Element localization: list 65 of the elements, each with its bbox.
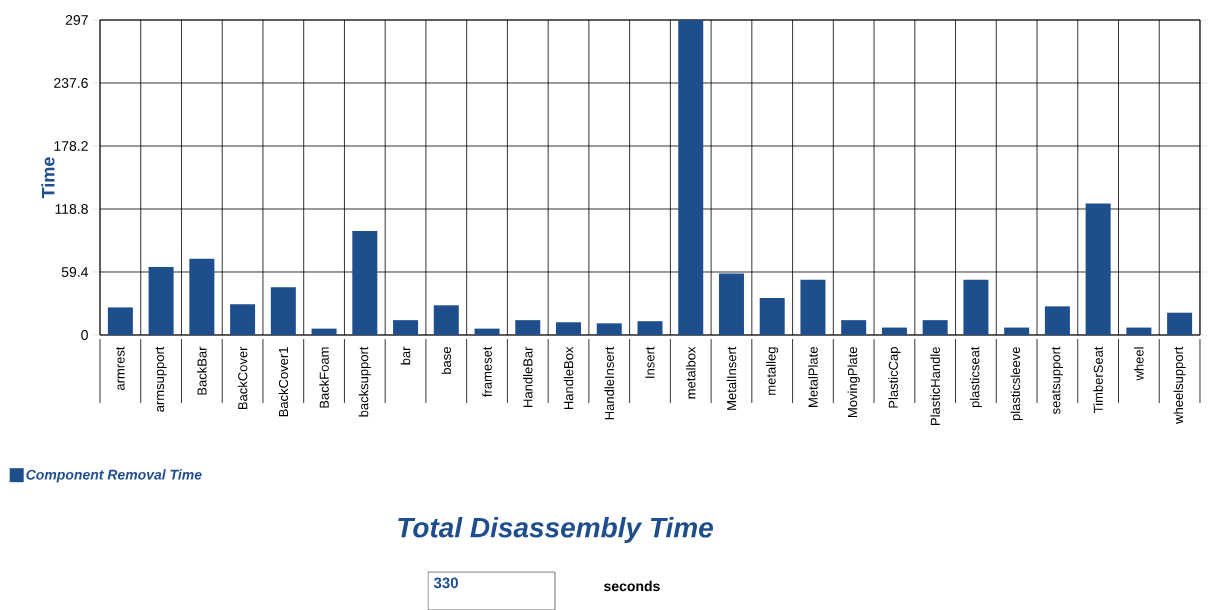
x-tick-label: seatsupport [1051,346,1063,415]
bar [1004,327,1030,335]
bar [107,307,133,335]
y-tick-label: 237.6 [54,78,88,88]
x-tick-label: wheelsupport [1173,346,1186,424]
x-tick-label: backsupport [358,346,371,417]
bar [556,322,582,335]
x-tick-label: PlasticHandle [930,347,940,425]
x-tick-label: frameset [482,346,492,397]
x-tick-label: BackCover1 [278,347,289,417]
y-tick-label: 59.4 [61,267,89,277]
bar [433,305,459,335]
bar [1126,327,1152,335]
x-tick-label: plasticsleeve [1010,347,1023,421]
x-tick-label: wheel [1134,347,1144,381]
bar [393,320,419,335]
bar [352,231,378,335]
bar [1044,306,1070,335]
bar [1167,312,1193,335]
bar [718,273,744,335]
x-tick-label: HandleBox [563,346,574,410]
bar [678,19,704,335]
y-tick-label: 178.2 [54,141,88,151]
bar [230,304,256,335]
x-tick-label: plasticseat [969,346,982,408]
bar [515,320,541,335]
x-tick-label: metalbox [685,346,696,399]
x-tick-label: BackCover [237,346,248,410]
y-tick-label: 0 [81,330,88,340]
x-tick-label: base [441,347,452,374]
bar [800,279,826,335]
x-tick-label: MovingPlate [847,347,860,418]
text: seconds [604,580,660,592]
x-tick-label: TimberSeat [1093,346,1103,413]
bar [841,320,867,335]
y-axis-title: Time [41,157,55,199]
x-tick-label: Insert [645,346,655,378]
bar [474,328,500,335]
x-tick-label: HandleBar [522,346,533,407]
bar [311,328,337,335]
x-tick-label: MetalInsert [726,346,737,410]
y-tick-label: 297 [65,15,88,25]
x-tick-label: PlasticCap [888,347,901,408]
bar [1085,203,1111,335]
bar [881,327,907,335]
x-tick-label: armrest [116,346,125,391]
bar [596,323,622,335]
bar [270,287,296,335]
bar [148,267,174,335]
bar [637,321,663,335]
text: 330 [433,577,458,589]
text: Total Disassembly Time [398,516,713,544]
bar [189,258,215,335]
x-tick-label: BackBar [197,346,207,395]
y-tick-label: 118.8 [55,204,88,214]
x-tick-label: armsupport [155,346,167,412]
x-tick-label: BackFoam [319,347,329,408]
bar [963,279,989,335]
x-tick-label: MetalPlate [808,347,818,407]
x-tick-label: metalleg [766,347,779,395]
x-tick-label: HandleInsert [604,346,615,420]
legend-label: Component Removal Time [26,469,202,483]
bar [922,320,948,335]
bar [759,297,785,335]
x-tick-label: bar [400,346,411,365]
